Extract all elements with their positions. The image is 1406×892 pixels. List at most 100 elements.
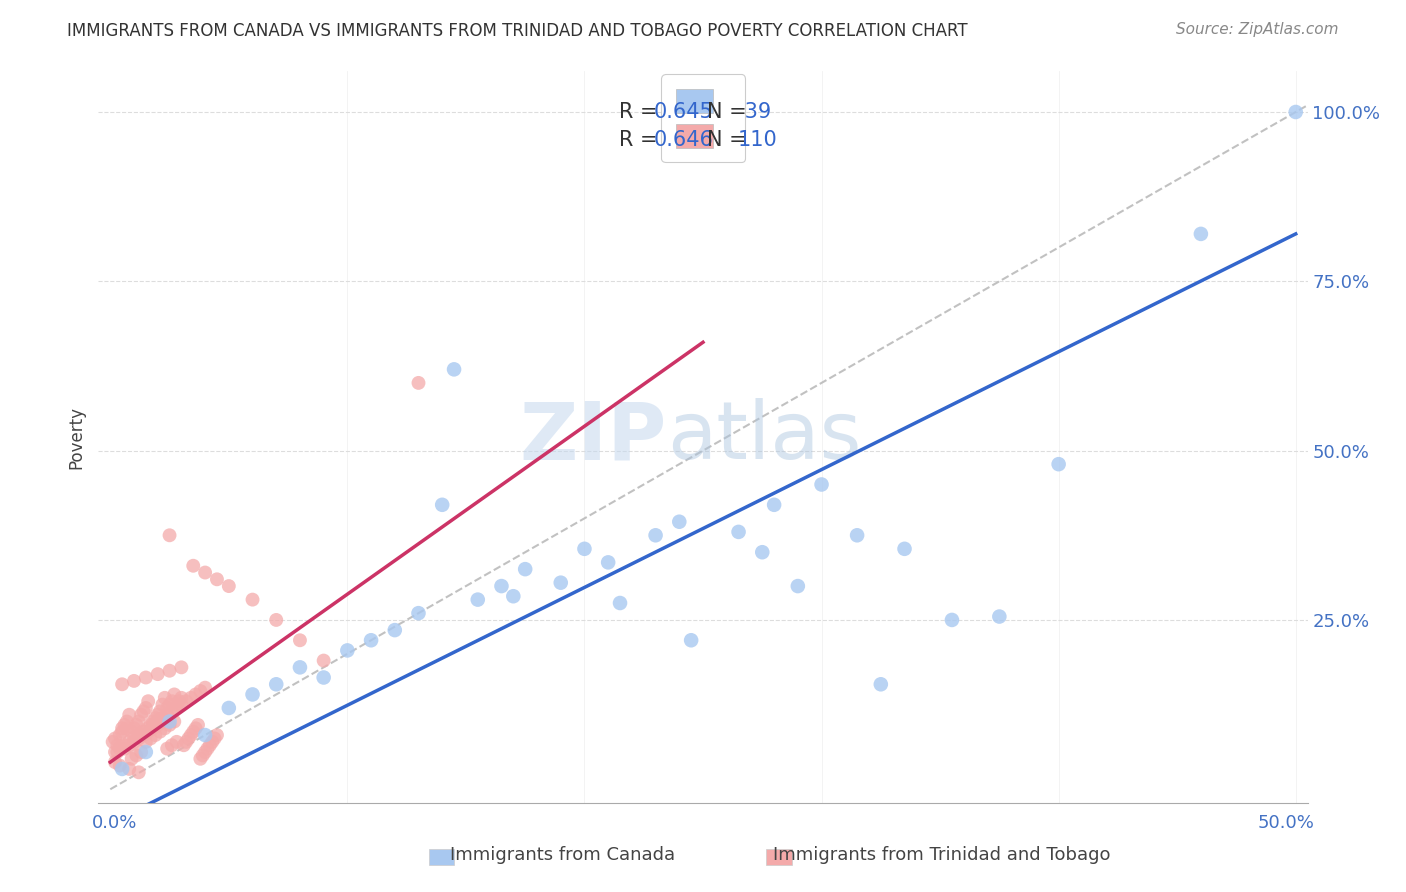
Point <box>128 714 150 729</box>
Point <box>201 735 224 749</box>
Point <box>142 714 165 729</box>
Point <box>122 731 145 746</box>
Y-axis label: Poverty: Poverty <box>67 406 86 468</box>
Point <box>105 745 128 759</box>
Point <box>146 714 169 729</box>
Point <box>128 728 150 742</box>
Point <box>159 528 181 542</box>
Point <box>1189 227 1212 241</box>
Point <box>242 592 264 607</box>
Point <box>170 698 193 712</box>
Text: R =: R = <box>619 130 664 150</box>
Point <box>727 524 749 539</box>
Text: Immigrants from Trinidad and Tobago: Immigrants from Trinidad and Tobago <box>773 846 1111 863</box>
Text: Source: ZipAtlas.com: Source: ZipAtlas.com <box>1175 22 1339 37</box>
Text: 0.645: 0.645 <box>654 102 713 121</box>
Point <box>105 738 128 752</box>
Point <box>160 738 183 752</box>
Point <box>115 721 138 735</box>
Point <box>204 731 226 746</box>
Point <box>122 721 145 735</box>
Text: 39: 39 <box>738 102 772 121</box>
Point <box>173 738 195 752</box>
Point <box>129 745 152 759</box>
Point <box>312 654 335 668</box>
Point <box>550 575 572 590</box>
Point <box>142 718 165 732</box>
Point <box>174 694 197 708</box>
Point <box>135 701 157 715</box>
Point <box>152 714 174 729</box>
Point <box>129 707 152 722</box>
Point <box>1285 105 1308 120</box>
Point <box>159 718 181 732</box>
Point <box>763 498 786 512</box>
Point <box>163 714 186 729</box>
Point <box>108 741 131 756</box>
Point <box>205 572 228 586</box>
Point <box>159 714 181 729</box>
Point <box>810 477 832 491</box>
Point <box>160 694 183 708</box>
Point <box>1047 457 1070 471</box>
Point <box>111 721 134 735</box>
Point <box>143 728 166 742</box>
Point <box>869 677 891 691</box>
Text: R =: R = <box>619 102 664 121</box>
Point <box>104 731 127 746</box>
Point <box>111 762 134 776</box>
Point <box>104 755 127 769</box>
Point <box>941 613 963 627</box>
Point <box>118 738 141 752</box>
Point <box>218 579 240 593</box>
Point <box>159 698 181 712</box>
Point <box>135 671 157 685</box>
Point <box>149 724 172 739</box>
Point <box>644 528 666 542</box>
Point <box>136 724 159 739</box>
Point <box>177 731 200 746</box>
Point <box>101 735 124 749</box>
Point <box>170 660 193 674</box>
Point <box>125 748 148 763</box>
Point <box>360 633 382 648</box>
Point <box>132 728 155 742</box>
Point <box>198 738 221 752</box>
Point <box>115 714 138 729</box>
Point <box>988 609 1011 624</box>
Point <box>786 579 808 593</box>
Point <box>125 718 148 732</box>
Point <box>156 741 179 756</box>
Point <box>146 667 169 681</box>
Text: IMMIGRANTS FROM CANADA VS IMMIGRANTS FROM TRINIDAD AND TOBAGO POVERTY CORRELATIO: IMMIGRANTS FROM CANADA VS IMMIGRANTS FRO… <box>67 22 969 40</box>
Point <box>167 694 190 708</box>
Point <box>180 728 202 742</box>
Point <box>598 555 620 569</box>
Point <box>136 721 159 735</box>
Text: ZIP: ZIP <box>519 398 666 476</box>
Point <box>194 566 217 580</box>
Point <box>114 738 136 752</box>
Point <box>139 718 162 732</box>
Point <box>190 684 212 698</box>
Text: 110: 110 <box>738 130 778 150</box>
Point <box>118 735 141 749</box>
Text: 50.0%: 50.0% <box>1258 814 1315 831</box>
Text: 0.646: 0.646 <box>654 130 714 150</box>
Point <box>191 748 214 763</box>
Point <box>166 701 188 715</box>
Point <box>143 711 166 725</box>
Point <box>184 688 207 702</box>
Point <box>121 752 143 766</box>
Text: atlas: atlas <box>666 398 860 476</box>
Point <box>135 745 157 759</box>
Point <box>194 728 217 742</box>
Point <box>118 762 141 776</box>
Point <box>432 498 454 512</box>
Point <box>187 718 209 732</box>
Point <box>184 721 207 735</box>
Point <box>197 741 219 756</box>
Point <box>242 688 264 702</box>
Point <box>264 613 287 627</box>
Point <box>174 735 197 749</box>
